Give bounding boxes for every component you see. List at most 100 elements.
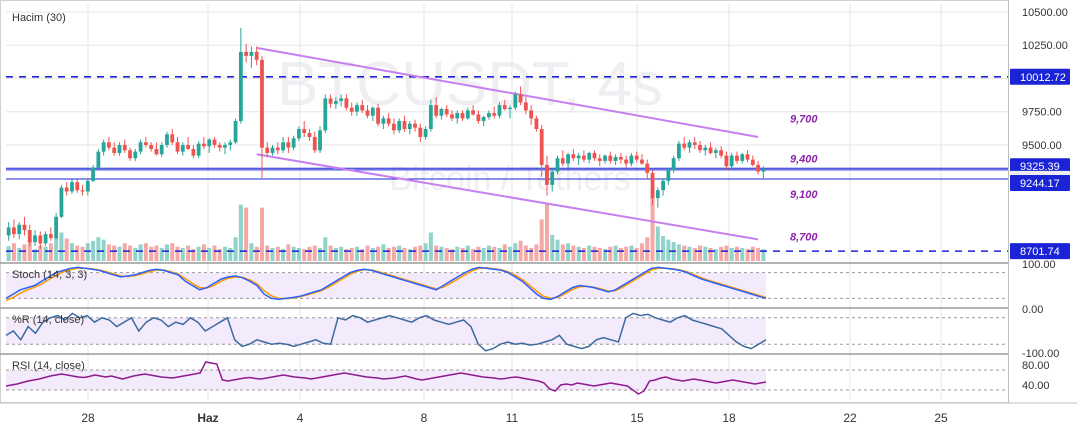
candle-body bbox=[719, 150, 724, 156]
volume-bar bbox=[85, 243, 90, 261]
level-annotation: 8,700 bbox=[790, 232, 818, 244]
volume-bar bbox=[624, 246, 629, 261]
volume-bar bbox=[444, 247, 449, 261]
candle-body bbox=[22, 224, 27, 231]
volume-bar bbox=[17, 247, 22, 261]
volume-bar bbox=[175, 246, 180, 261]
candle-body bbox=[687, 142, 692, 148]
volume-bar bbox=[439, 246, 444, 261]
volume-bar bbox=[698, 245, 703, 261]
candle-body bbox=[497, 105, 502, 116]
stoch-tick-label: 100.00 bbox=[1022, 259, 1056, 271]
candle-body bbox=[624, 159, 629, 164]
volume-bar bbox=[460, 247, 465, 261]
volume-bar bbox=[238, 204, 243, 261]
volume-bar bbox=[661, 236, 666, 261]
volume-bar bbox=[724, 245, 729, 261]
candle-body bbox=[270, 147, 275, 153]
time-tick-label: Haz bbox=[197, 411, 218, 425]
price-tick-label: 10500.00 bbox=[1022, 7, 1068, 19]
candle-body bbox=[381, 118, 386, 124]
candle-body bbox=[571, 154, 576, 159]
rsi-tick-label: 80.00 bbox=[1022, 360, 1050, 372]
volume-bar bbox=[38, 245, 43, 261]
candle-body bbox=[708, 147, 713, 153]
candle-body bbox=[91, 167, 95, 181]
candle-body bbox=[444, 109, 449, 115]
volume-bar bbox=[186, 245, 191, 261]
volume-bar bbox=[344, 249, 349, 261]
price-level-tag bbox=[1010, 158, 1070, 175]
volume-bar bbox=[560, 244, 565, 261]
volume-bar bbox=[434, 245, 439, 261]
price-level-tag-label: 9325.39 bbox=[1020, 161, 1060, 173]
level-annotation: 9,700 bbox=[790, 113, 818, 125]
candle-body bbox=[33, 235, 37, 243]
candle-body bbox=[202, 143, 206, 147]
candle-body bbox=[756, 164, 760, 172]
candle-body bbox=[117, 144, 122, 153]
volume-bar bbox=[296, 247, 301, 261]
candle-body bbox=[603, 155, 607, 161]
candle-body bbox=[344, 98, 349, 108]
volume-bar bbox=[597, 247, 602, 261]
volume-bar bbox=[323, 237, 328, 261]
volume-bar bbox=[703, 246, 708, 261]
volume-bar bbox=[719, 246, 724, 261]
volume-bar bbox=[154, 245, 159, 261]
candle-body bbox=[666, 170, 671, 181]
volume-bar bbox=[80, 246, 85, 261]
volume-bar bbox=[164, 244, 169, 261]
candle-body bbox=[735, 155, 739, 161]
price-level-tag bbox=[1010, 68, 1070, 85]
candle-body bbox=[122, 144, 127, 151]
candle-body bbox=[460, 113, 465, 119]
volume-bar bbox=[59, 232, 64, 261]
candle-body bbox=[677, 143, 681, 159]
volume-bar bbox=[402, 247, 407, 261]
candle-body bbox=[661, 180, 665, 191]
time-tick-label: 4 bbox=[297, 411, 304, 425]
stoch-panel-title: Stoch (14, 3, 3) bbox=[12, 269, 87, 281]
candle-body bbox=[428, 105, 433, 130]
candle-body bbox=[107, 142, 111, 148]
time-tick-label: 28 bbox=[81, 411, 95, 425]
williams-r-tick-label: -100.00 bbox=[1022, 348, 1059, 360]
candle-body bbox=[513, 94, 518, 108]
candle-body bbox=[397, 121, 402, 131]
candle-body bbox=[159, 144, 164, 155]
price-level-tag-label: 8701.74 bbox=[1020, 246, 1060, 258]
candle-body bbox=[450, 114, 454, 119]
volume-bar bbox=[486, 245, 491, 261]
candle-body bbox=[729, 155, 734, 167]
volume-bar bbox=[354, 246, 359, 261]
candle-body bbox=[492, 113, 497, 116]
candle-body bbox=[207, 139, 212, 147]
candle-body bbox=[566, 154, 570, 164]
volume-bar bbox=[249, 243, 254, 261]
candle-body bbox=[101, 142, 106, 152]
candle-body bbox=[349, 107, 354, 112]
level-annotation: 9,100 bbox=[790, 189, 818, 201]
volume-bar bbox=[682, 245, 687, 261]
time-tick-label: 15 bbox=[630, 411, 644, 425]
candle-body bbox=[434, 105, 439, 116]
candle-body bbox=[365, 110, 370, 116]
volume-bar bbox=[550, 234, 555, 261]
channel-upper-line bbox=[256, 46, 759, 138]
candle-body bbox=[534, 118, 539, 130]
candle-body bbox=[518, 94, 523, 103]
candle-body bbox=[582, 155, 586, 160]
volume-bar bbox=[286, 244, 291, 261]
volume-bar bbox=[275, 246, 280, 261]
volume-bar bbox=[608, 246, 613, 261]
candle-body bbox=[54, 216, 59, 239]
candle-body bbox=[713, 150, 718, 153]
volume-bar bbox=[740, 247, 745, 261]
volume-bar bbox=[476, 246, 481, 261]
candle-body bbox=[17, 224, 22, 235]
candle-body bbox=[650, 172, 655, 199]
volume-bar bbox=[212, 245, 217, 261]
candle-body bbox=[180, 144, 185, 152]
